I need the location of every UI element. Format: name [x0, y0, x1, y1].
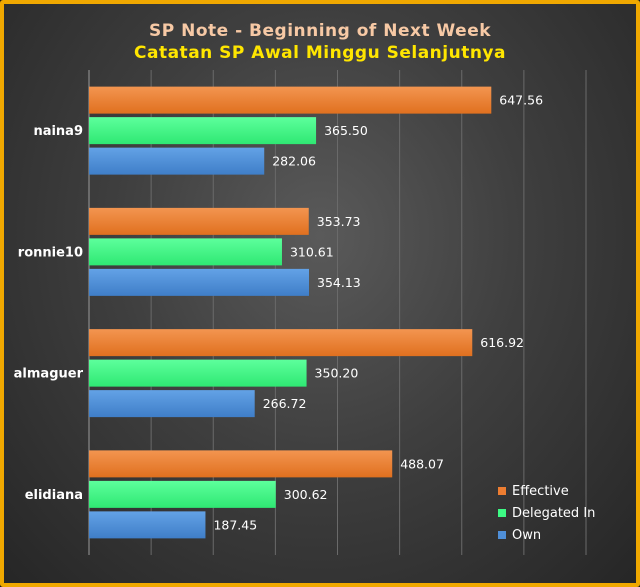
bar-elidiana-1 [89, 480, 276, 508]
bar-naina9-2 [89, 147, 265, 175]
category-label: elidiana [25, 488, 83, 503]
bar-ronnie10-0 [89, 207, 309, 235]
value-label: 354.13 [317, 275, 361, 290]
bar-ronnie10-1 [89, 238, 282, 266]
legend-entry: Delegated In [512, 506, 595, 521]
bar-ronnie10-2 [89, 268, 310, 296]
value-label: 187.45 [213, 517, 257, 532]
bar-naina9-0 [89, 86, 492, 114]
bars [89, 86, 492, 539]
value-label: 300.62 [284, 487, 328, 502]
value-label: 488.07 [400, 456, 444, 471]
legend-swatch [498, 487, 506, 495]
category-label: almaguer [14, 367, 84, 382]
legend: Effective Delegated In Own [498, 484, 595, 543]
legend-swatch [498, 509, 506, 517]
value-label: 616.92 [480, 335, 524, 350]
bar-almaguer-2 [89, 390, 255, 418]
legend-swatch [498, 531, 506, 539]
bar-chart: SP Note - Beginning of Next Week Catatan… [14, 21, 595, 555]
bar-almaguer-0 [89, 329, 473, 357]
bar-elidiana-2 [89, 511, 206, 539]
legend-entry: Own [512, 528, 541, 543]
chart-title: SP Note - Beginning of Next Week [149, 21, 491, 41]
bar-almaguer-1 [89, 359, 307, 387]
category-label: ronnie10 [18, 245, 83, 260]
value-label: 353.73 [317, 214, 361, 229]
legend-entry: Effective [512, 484, 569, 499]
category-label: naina9 [33, 124, 83, 139]
bar-elidiana-0 [89, 450, 393, 478]
labels: 647.56 365.50 282.06 naina9 353.73 310.61 354.… [14, 93, 543, 533]
value-label: 365.50 [324, 123, 368, 138]
chart-subtitle: Catatan SP Awal Minggu Selanjutnya [134, 43, 506, 63]
bar-naina9-1 [89, 117, 317, 145]
value-label: 647.56 [499, 93, 543, 108]
value-label: 310.61 [290, 244, 334, 259]
value-label: 282.06 [272, 154, 316, 169]
value-label: 350.20 [315, 366, 359, 381]
value-label: 266.72 [263, 396, 307, 411]
